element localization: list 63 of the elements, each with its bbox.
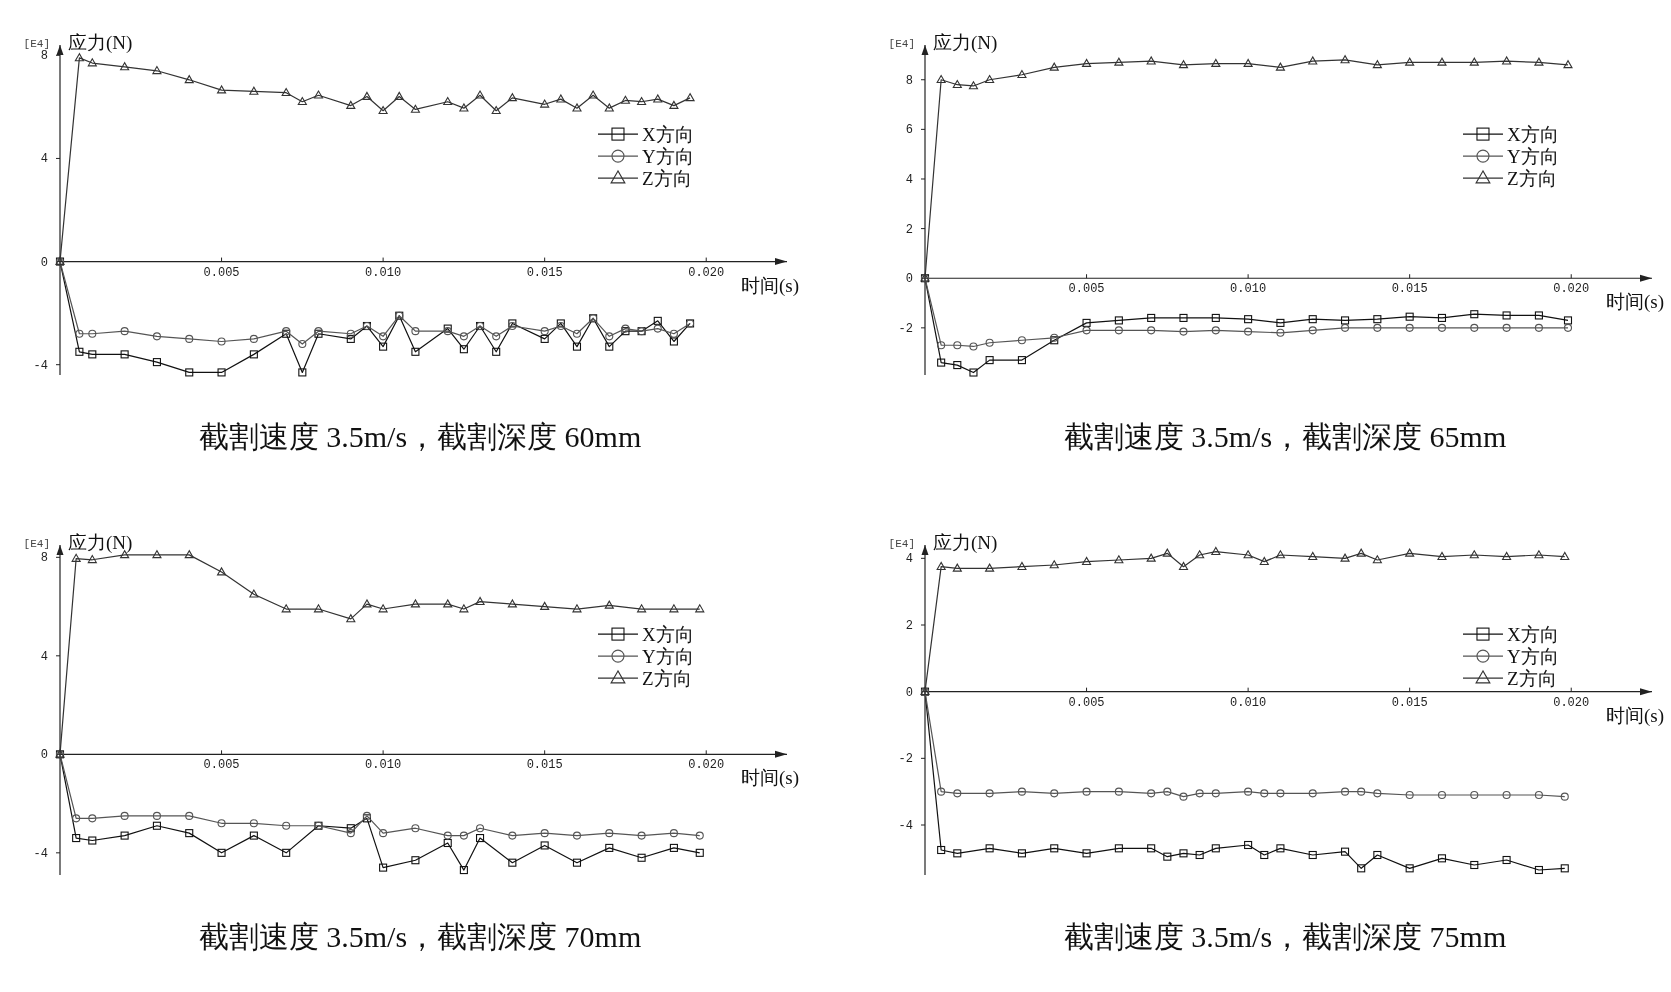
y-tick-label: 4: [905, 552, 913, 567]
y-tick-label: 0: [905, 272, 913, 287]
y-tick-label: 8: [905, 73, 913, 88]
y-tick-label: 2: [905, 222, 913, 237]
legend-label: X方向: [1506, 624, 1559, 646]
y-tick-label: 0: [905, 685, 913, 700]
x-axis-title: 时间(s): [1605, 291, 1664, 314]
y-tick-label: 8: [40, 551, 48, 566]
x-tick-label: 0.005: [1068, 695, 1105, 710]
x-tick-label: 0.020: [1553, 695, 1590, 710]
text: [E4]: [888, 38, 915, 50]
legend-label: Z方向: [1506, 168, 1557, 190]
x-tick-label: 0.020: [1553, 282, 1590, 297]
x-tick-label: 0.005: [203, 265, 240, 280]
legend-label: Y方向: [641, 146, 694, 168]
y-axis-title: 应力(N): [933, 532, 998, 554]
y-tick-label: -4: [33, 846, 48, 861]
x-axis-title: 时间(s): [740, 767, 799, 790]
y-tick-label: 6: [905, 123, 913, 138]
x-tick-label: 0.015: [526, 265, 563, 280]
y-tick-label: -2: [898, 321, 913, 336]
y-tick-label: 0: [40, 255, 48, 270]
y-tick-label: 4: [905, 172, 913, 187]
text: [E4]: [23, 38, 50, 50]
x-tick-label: 0.020: [688, 265, 725, 280]
y-tick-label: -4: [898, 819, 913, 833]
y-tick-label: -4: [33, 358, 48, 373]
y-axis-title: 应力(N): [68, 32, 133, 54]
y-tick-label: 4: [40, 152, 48, 167]
y-axis-title: 应力(N): [933, 32, 998, 54]
text: 截割速度 3.5m/s，截割深度 70mm: [198, 920, 642, 953]
legend-label: Z方向: [1506, 668, 1557, 690]
x-tick-label: 0.005: [203, 758, 240, 773]
x-axis-title: 时间(s): [740, 274, 799, 297]
x-axis-title: 时间(s): [1605, 704, 1664, 727]
legend-label: Z方向: [641, 668, 692, 690]
legend-label: X方向: [641, 124, 694, 146]
y-tick-label: 4: [40, 649, 48, 664]
text: [E4]: [888, 538, 915, 550]
text: [E4]: [23, 538, 50, 550]
x-tick-label: 0.010: [1230, 695, 1267, 710]
legend-label: X方向: [1506, 124, 1559, 146]
text: 截割速度 3.5m/s，截割深度 60mm: [198, 420, 642, 453]
x-tick-label: 0.015: [1391, 282, 1428, 297]
y-tick-label: 8: [40, 49, 48, 64]
x-tick-label: 0.005: [1068, 282, 1105, 297]
legend-label: X方向: [641, 624, 694, 646]
legend-label: Y方向: [1506, 146, 1559, 168]
legend-label: Y方向: [641, 646, 694, 668]
y-tick-label: 0: [40, 748, 48, 763]
y-axis-title: 应力(N): [68, 532, 133, 554]
y-tick-label: 2: [905, 619, 913, 633]
x-tick-label: 0.015: [526, 758, 563, 773]
x-tick-label: 0.020: [688, 758, 725, 773]
legend-label: Z方向: [641, 168, 692, 190]
text: 截割速度 3.5m/s，截割深度 75mm: [1063, 920, 1507, 953]
y-tick-label: -2: [898, 752, 913, 767]
x-tick-label: 0.010: [1230, 282, 1267, 297]
text: 截割速度 3.5m/s，截割深度 65mm: [1063, 420, 1507, 453]
x-tick-label: 0.010: [365, 265, 402, 280]
x-tick-label: 0.015: [1391, 695, 1428, 710]
legend-label: Y方向: [1506, 646, 1559, 668]
x-tick-label: 0.010: [365, 758, 402, 773]
